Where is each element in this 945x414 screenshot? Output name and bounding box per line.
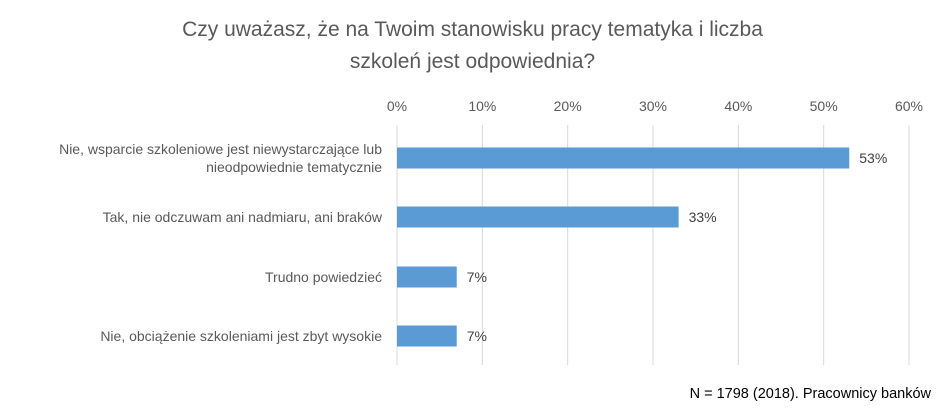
chart-title-line-2: szkoleń jest odpowiednia? <box>349 50 596 73</box>
data-label: 33% <box>689 209 717 225</box>
x-tick-label: 20% <box>554 98 582 114</box>
category-label: Trudno powiedzieć <box>265 269 382 285</box>
data-label: 53% <box>859 150 887 166</box>
category-label: Tak, nie odczuwam ani nadmiaru, ani brak… <box>103 209 383 225</box>
footnote: N = 1798 (2018). Pracownicy banków <box>689 386 931 402</box>
x-tick-label: 10% <box>468 98 496 114</box>
x-tick-label: 30% <box>639 98 667 114</box>
x-tick-label: 50% <box>810 98 838 114</box>
bar <box>397 206 679 228</box>
category-label: Nie, obciążenie szkoleniami jest zbyt wy… <box>100 328 382 344</box>
category-label: Nie, wsparcie szkoleniowe jest niewystar… <box>59 141 382 157</box>
bar <box>397 147 850 169</box>
x-tick-label: 0% <box>387 98 407 114</box>
category-label: nieodpowiednie tematycznie <box>206 159 382 175</box>
bar <box>397 325 457 347</box>
bar <box>397 266 457 288</box>
data-label: 7% <box>467 328 487 344</box>
data-label: 7% <box>467 269 487 285</box>
x-tick-label: 60% <box>895 98 923 114</box>
x-tick-label: 40% <box>724 98 752 114</box>
chart-title-line-1: Czy uważasz, że na Twoim stanowisku prac… <box>182 18 763 41</box>
